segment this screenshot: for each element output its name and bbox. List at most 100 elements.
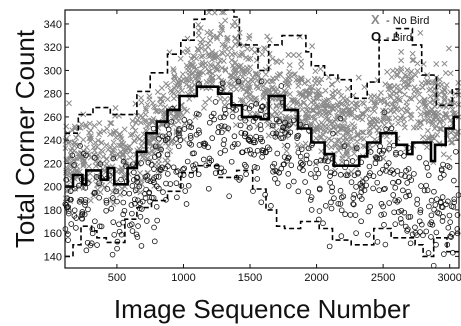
bird-point [221, 168, 227, 175]
bird-point [370, 173, 377, 179]
bird-point [206, 119, 213, 126]
no-bird-point [118, 136, 125, 142]
no-bird-point [265, 89, 272, 96]
x-axis-title: Image Sequence Number [114, 294, 411, 324]
no-bird-point [447, 117, 454, 124]
no-bird-point [221, 102, 228, 108]
bird-point [217, 114, 224, 121]
bird-point [398, 171, 405, 178]
bird-point [236, 177, 242, 183]
x-tick-label: 500 [108, 272, 126, 284]
no-bird-point [443, 82, 450, 89]
no-bird-point [334, 77, 341, 84]
bird-point [268, 203, 274, 209]
bird-point [259, 104, 265, 110]
bird-point [258, 107, 264, 114]
bird-point [397, 150, 404, 156]
no-bird-point [441, 60, 448, 67]
bird-point [285, 155, 291, 162]
axes-layer: 500 1000 1500 2000 2500 3000 140 160 180 200 220 24… [44, 10, 461, 284]
bird-point [390, 192, 396, 198]
bird-point [423, 228, 430, 235]
bird-point [420, 232, 426, 239]
no-bird-point [361, 111, 367, 118]
no-bird-point [295, 82, 302, 89]
bird-point [262, 191, 268, 198]
bird-point [260, 147, 267, 154]
bird-point [359, 182, 365, 189]
no-bird-point [354, 131, 361, 138]
bird-point [414, 201, 420, 207]
bird-point [406, 192, 413, 199]
bird-point [114, 238, 121, 245]
bird-point [298, 146, 305, 153]
bird-point [150, 125, 157, 132]
no-bird-point [308, 122, 315, 129]
no-bird-point [235, 80, 242, 87]
no-bird-point [407, 111, 413, 118]
bird-point [417, 207, 424, 213]
legend-label-no-bird: - No Bird [386, 15, 429, 27]
bird-point [237, 122, 244, 129]
no-bird-point [329, 105, 335, 112]
bird-point [65, 237, 71, 243]
bird-point [91, 154, 98, 161]
no-bird-point [73, 155, 80, 162]
bird-point [259, 138, 266, 145]
no-bird-point [386, 83, 393, 89]
no-bird-point [170, 67, 177, 74]
bird-point [258, 126, 264, 133]
no-bird-point [377, 89, 384, 96]
bird-point [205, 144, 211, 151]
bird-point [337, 201, 344, 207]
no-bird-point [199, 61, 206, 68]
bird-point [251, 151, 257, 158]
bird-point [121, 190, 127, 196]
y-tick-label: 180 [44, 205, 62, 217]
bird-point [133, 231, 140, 238]
bird-point [146, 189, 153, 196]
bird-point [143, 218, 150, 224]
bird-point [400, 187, 406, 194]
no-bird-point [277, 109, 284, 116]
bird-point [418, 183, 424, 189]
bird-point [120, 158, 127, 165]
no-bird-point [129, 118, 136, 124]
no-bird-point [179, 87, 185, 94]
bird-point [142, 173, 149, 180]
no-bird-point [121, 126, 128, 133]
no-bird-point [170, 90, 177, 97]
no-bird-point [348, 109, 355, 116]
no-bird-point [313, 123, 320, 130]
no-bird-point [410, 57, 417, 63]
no-bird-point [363, 106, 370, 113]
bird-point [130, 161, 136, 168]
bird-point [349, 158, 356, 164]
no-bird-point [313, 110, 320, 117]
no-bird-point [285, 51, 292, 58]
no-bird-point [354, 138, 361, 145]
no-bird-point [426, 99, 433, 106]
bird-point [352, 212, 359, 218]
bird-point [430, 262, 437, 269]
bird-point [139, 198, 146, 205]
no-bird-point [203, 78, 210, 85]
bird-point [285, 183, 292, 189]
bird-point [404, 180, 410, 186]
bird-point [247, 138, 253, 144]
no-bird-point [120, 140, 127, 147]
no-bird-point [332, 143, 339, 150]
bird-point [402, 173, 408, 180]
bird-point [377, 170, 383, 176]
bird-point [114, 198, 120, 205]
y-tick-label: 200 [44, 182, 62, 194]
no-bird-point [112, 105, 119, 111]
y-tick-label: 280 [44, 89, 62, 101]
bird-point [84, 239, 91, 246]
no-bird-point [150, 134, 156, 141]
bird-point [155, 151, 162, 158]
no-bird-point [309, 43, 316, 50]
no-bird-point [96, 120, 103, 127]
no-bird-point [252, 70, 259, 77]
bird-point [396, 197, 402, 203]
